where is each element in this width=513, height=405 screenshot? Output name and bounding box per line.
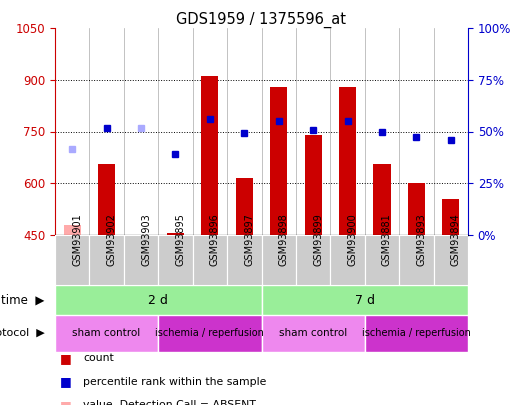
Bar bbox=[55, 315, 158, 352]
Bar bbox=[124, 235, 158, 285]
Bar bbox=[305, 135, 322, 235]
Bar bbox=[339, 87, 356, 235]
Text: GSM93898: GSM93898 bbox=[279, 213, 289, 266]
Text: ■: ■ bbox=[60, 352, 72, 365]
Bar bbox=[262, 315, 365, 352]
Bar bbox=[399, 235, 433, 285]
Text: ischemia / reperfusion: ischemia / reperfusion bbox=[362, 328, 471, 339]
Bar bbox=[262, 285, 468, 315]
Bar bbox=[296, 235, 330, 285]
Bar bbox=[89, 235, 124, 285]
Text: GSM93896: GSM93896 bbox=[210, 213, 220, 266]
Bar bbox=[235, 178, 253, 235]
Text: GSM93893: GSM93893 bbox=[417, 213, 426, 266]
Text: 7 d: 7 d bbox=[355, 294, 375, 307]
Text: GSM93899: GSM93899 bbox=[313, 213, 323, 266]
Text: GSM93881: GSM93881 bbox=[382, 213, 392, 266]
Bar bbox=[373, 164, 390, 235]
Bar bbox=[365, 315, 468, 352]
Text: GSM93895: GSM93895 bbox=[175, 213, 186, 266]
Text: GSM93897: GSM93897 bbox=[244, 213, 254, 266]
Text: value, Detection Call = ABSENT: value, Detection Call = ABSENT bbox=[83, 400, 256, 405]
Bar bbox=[98, 164, 115, 235]
Text: GSM93902: GSM93902 bbox=[107, 213, 116, 266]
Text: sham control: sham control bbox=[72, 328, 141, 339]
Bar bbox=[193, 235, 227, 285]
Bar bbox=[262, 235, 296, 285]
Text: GSM93900: GSM93900 bbox=[347, 213, 358, 266]
Bar bbox=[433, 235, 468, 285]
Text: GSM93894: GSM93894 bbox=[451, 213, 461, 266]
Text: protocol  ▶: protocol ▶ bbox=[0, 328, 45, 339]
Bar bbox=[442, 199, 460, 235]
Bar bbox=[55, 285, 262, 315]
Bar bbox=[365, 235, 399, 285]
Bar bbox=[55, 235, 89, 285]
Text: GSM93903: GSM93903 bbox=[141, 213, 151, 266]
Text: time  ▶: time ▶ bbox=[2, 294, 45, 307]
Bar bbox=[408, 183, 425, 235]
Bar bbox=[167, 233, 184, 235]
Bar bbox=[330, 235, 365, 285]
Bar bbox=[158, 235, 193, 285]
Bar bbox=[158, 315, 262, 352]
Bar bbox=[227, 235, 262, 285]
Text: ■: ■ bbox=[60, 375, 72, 388]
Bar bbox=[270, 87, 287, 235]
Text: ■: ■ bbox=[60, 399, 72, 405]
Bar bbox=[201, 76, 219, 235]
Text: ischemia / reperfusion: ischemia / reperfusion bbox=[155, 328, 264, 339]
Text: 2 d: 2 d bbox=[148, 294, 168, 307]
Text: GSM93901: GSM93901 bbox=[72, 213, 82, 266]
Text: percentile rank within the sample: percentile rank within the sample bbox=[83, 377, 267, 386]
Text: sham control: sham control bbox=[279, 328, 347, 339]
Text: count: count bbox=[83, 353, 114, 363]
Bar bbox=[64, 225, 81, 235]
Title: GDS1959 / 1375596_at: GDS1959 / 1375596_at bbox=[176, 12, 346, 28]
